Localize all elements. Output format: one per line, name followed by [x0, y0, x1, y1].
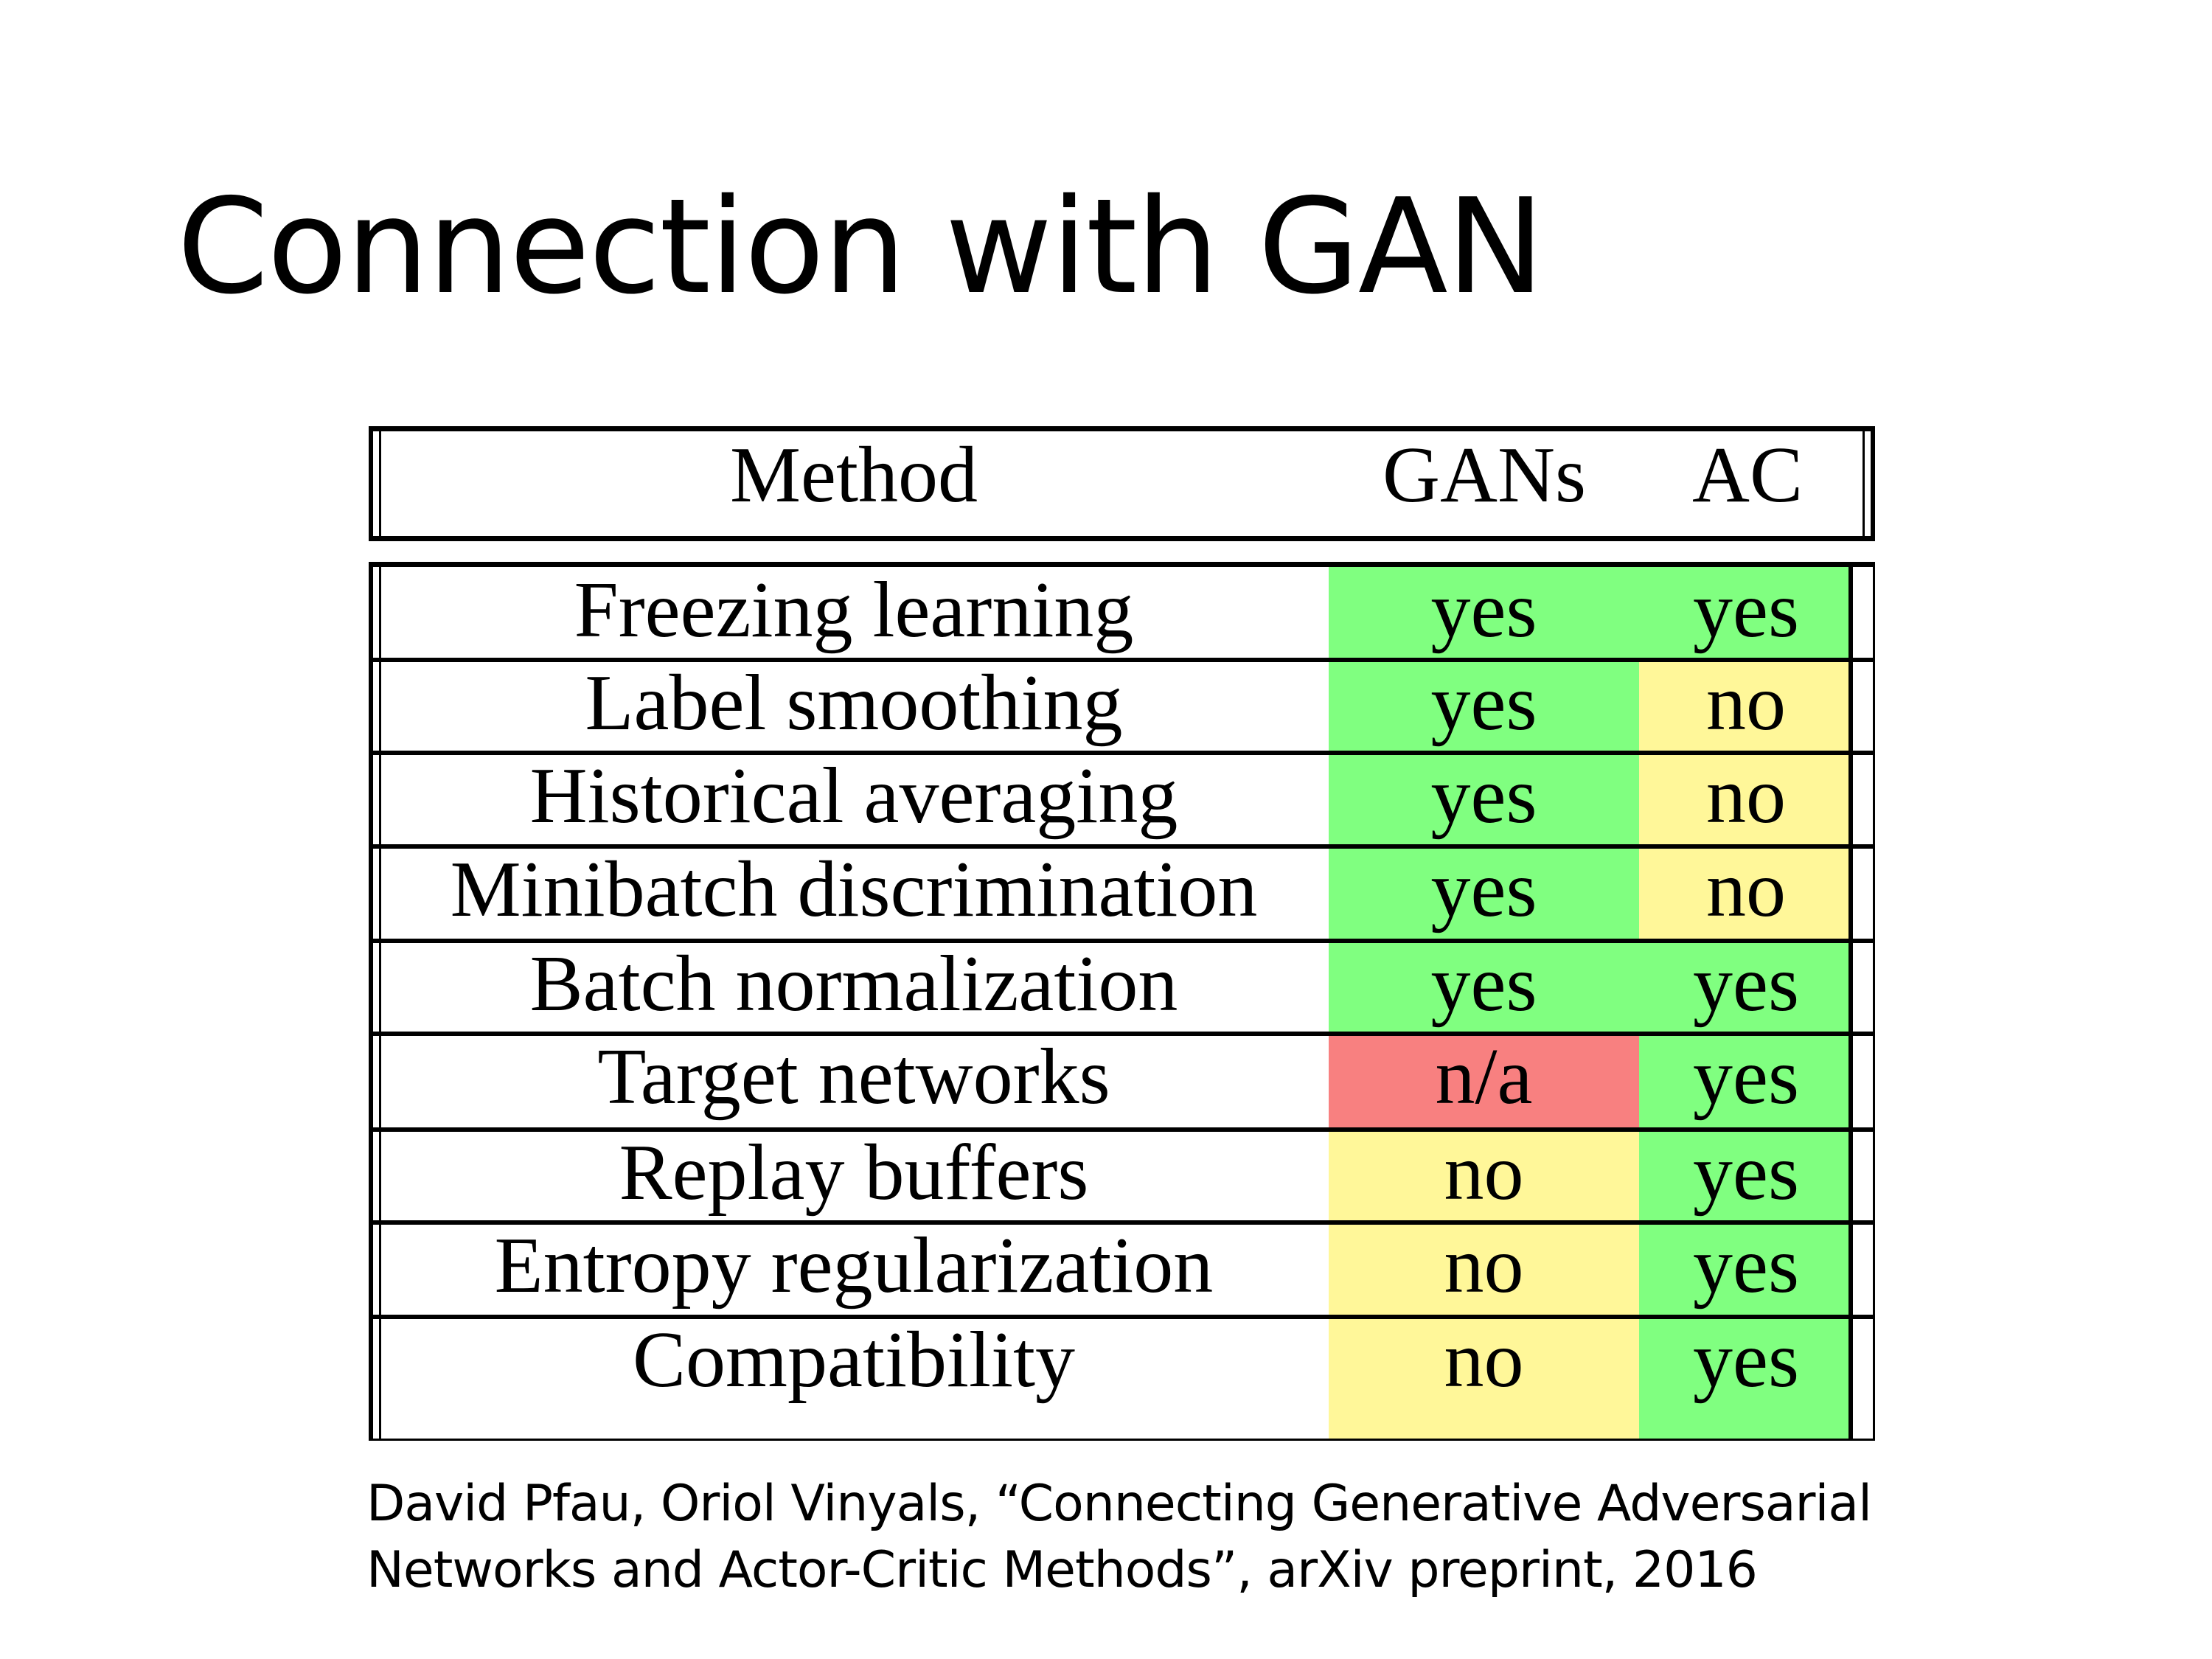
- method-cell: Freezing learning: [574, 566, 1134, 654]
- row-divider: [369, 751, 1875, 755]
- citation-line-2: Networks and Actor-Critic Methods”, arXi…: [366, 1541, 1758, 1599]
- table-row: Historical averaging yes no: [369, 752, 1875, 849]
- border-line: [379, 431, 381, 536]
- ac-cell: yes: [1639, 567, 1853, 660]
- row-divider: [369, 1220, 1875, 1225]
- ac-cell: yes: [1639, 1130, 1853, 1222]
- ac-cell: yes: [1639, 1317, 1853, 1439]
- table-row: Batch normalization yes yes: [369, 940, 1875, 1036]
- row-divider: [369, 1127, 1875, 1132]
- method-cell: Minibatch discrimination: [450, 846, 1258, 933]
- border-line: [1863, 431, 1865, 536]
- row-divider: [369, 658, 1875, 662]
- header-gans: GANs: [1382, 431, 1587, 519]
- border-line: [369, 567, 373, 1439]
- row-divider: [369, 1315, 1875, 1319]
- citation: David Pfau, Oriol Vinyals, “Connecting G…: [366, 1471, 1872, 1604]
- ac-cell: yes: [1639, 941, 1853, 1034]
- row-divider: [369, 844, 1875, 849]
- ac-cell: no: [1639, 753, 1853, 846]
- row-divider: [369, 939, 1875, 943]
- ac-cell: no: [1639, 846, 1853, 941]
- table-row: Label smoothing yes no: [369, 659, 1875, 755]
- border-line: [1848, 567, 1853, 1439]
- border-line: [1873, 567, 1875, 1439]
- border-line: [379, 567, 381, 1439]
- ac-cell: no: [1639, 660, 1853, 753]
- border-line: [1871, 431, 1875, 536]
- row-divider: [369, 1032, 1875, 1036]
- table-row: Minibatch discrimination yes no: [369, 846, 1875, 943]
- comparison-table: Freezing learning yes yes Label smoothing ye…: [369, 562, 1875, 1441]
- method-cell: Historical averaging: [529, 752, 1178, 840]
- table-header: Method GANs AC: [369, 426, 1875, 541]
- slide-title: Connection with GAN: [177, 170, 1545, 323]
- table-row: Freezing learning yes yes: [369, 566, 1875, 662]
- gans-cell: no: [1329, 1222, 1639, 1317]
- table-row: Compatibility no yes: [369, 1317, 1875, 1439]
- method-cell: Target networks: [597, 1033, 1110, 1121]
- table-row: Target networks n/a yes: [369, 1033, 1875, 1132]
- gans-cell: yes: [1329, 941, 1639, 1034]
- ac-cell: yes: [1639, 1222, 1853, 1317]
- header-ac: AC: [1692, 431, 1804, 519]
- method-cell: Compatibility: [632, 1316, 1075, 1404]
- table-row: Entropy regularization no yes: [369, 1222, 1875, 1319]
- table-row: Replay buffers no yes: [369, 1129, 1875, 1225]
- gans-cell: yes: [1329, 846, 1639, 941]
- border-line: [369, 431, 373, 536]
- header-method: Method: [730, 431, 978, 519]
- gans-cell: yes: [1329, 753, 1639, 846]
- citation-line-1: David Pfau, Oriol Vinyals, “Connecting G…: [366, 1475, 1872, 1533]
- gans-cell: no: [1329, 1130, 1639, 1222]
- method-cell: Label smoothing: [585, 659, 1123, 747]
- ac-cell: yes: [1639, 1034, 1853, 1130]
- gans-cell: yes: [1329, 567, 1639, 660]
- method-cell: Replay buffers: [619, 1129, 1089, 1217]
- gans-cell: no: [1329, 1317, 1639, 1439]
- gans-cell: n/a: [1329, 1034, 1639, 1130]
- gans-cell: yes: [1329, 660, 1639, 753]
- method-cell: Batch normalization: [529, 940, 1178, 1028]
- method-cell: Entropy regularization: [494, 1222, 1214, 1310]
